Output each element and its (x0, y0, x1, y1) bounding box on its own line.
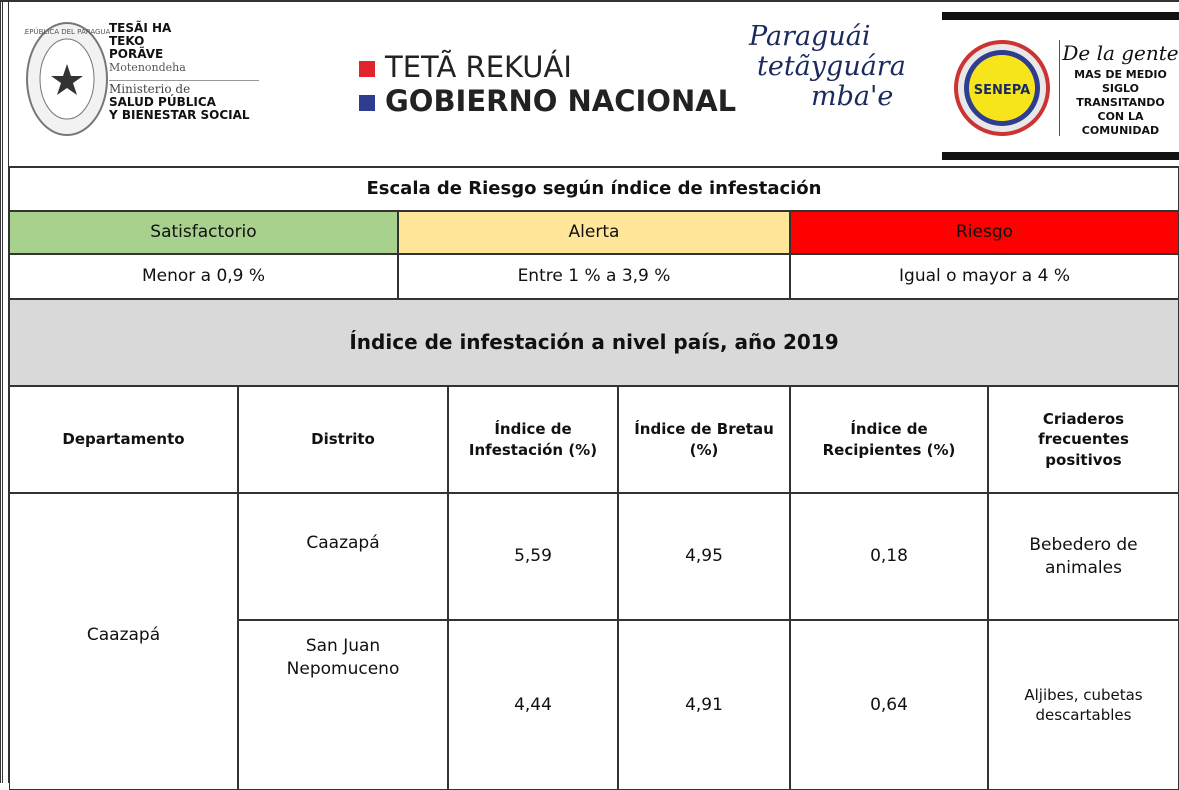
government: TETÃ REKUÁI GOBIERNO NACIONAL (359, 50, 736, 118)
column-header: Distrito (238, 386, 448, 493)
department-cell: Caazapá (9, 493, 238, 790)
senepa-logo: SENEPA (954, 40, 1050, 136)
seal-text: REPÚBLICA DEL PARAGUAY (24, 27, 110, 36)
senepa-text: De la gente MAS DE MEDIO SIGLO TRANSITAN… (1062, 38, 1179, 138)
column-header: Índice de Recipientes (%) (790, 386, 988, 493)
senepa-tag: De la gente (1062, 41, 1179, 65)
data-cell: 4,95 (618, 493, 790, 620)
ministry-line: Y BIENESTAR SOCIAL (109, 108, 250, 122)
data-cell: 5,59 (448, 493, 618, 620)
motto-line: mba'e (811, 81, 894, 112)
guarani: Motenondeha (109, 61, 186, 74)
data-cell: 4,44 (448, 620, 618, 790)
seal: REPÚBLICA DEL PARAGUAY (24, 22, 110, 136)
risk-level: Satisfactorio (9, 211, 398, 254)
slogan: TESÃI HA TEKO PORÃVE (109, 21, 172, 61)
table-title: Índice de infestación a nivel país, año … (9, 299, 1179, 386)
risk-title: Escala de Riesgo según índice de infesta… (9, 168, 1179, 211)
motto: Paraguái tetãyguára mba'e (749, 22, 929, 112)
senepa-block: SENEPA De la gente MAS DE MEDIO SIGLO TR… (942, 12, 1179, 160)
data-cell: Bebedero de animales (988, 493, 1179, 620)
outer-border (0, 0, 9, 783)
column-header: Índice de Infestación (%) (448, 386, 618, 493)
column-header: Índice de Bretau (%) (618, 386, 790, 493)
header: REPÚBLICA DEL PARAGUAY TESÃI HA TEKO POR… (9, 2, 1179, 168)
data-cell: 4,91 (618, 620, 790, 790)
data-cell: 0,64 (790, 620, 988, 790)
data-cell: Aljibes, cubetas descartables (988, 620, 1179, 790)
senepa-name: SENEPA (974, 83, 1030, 98)
column-header: Departamento (9, 386, 238, 493)
senepa-line: SIGLO TRANSITANDO (1076, 82, 1165, 109)
senepa-line: CON LA COMUNIDAD (1081, 110, 1160, 137)
top-border (0, 0, 1179, 2)
ministry-line: Ministerio de (109, 82, 191, 96)
gov-line: GOBIERNO NACIONAL (385, 84, 737, 118)
motto-line: Paraguái (749, 21, 871, 52)
data-cell: San Juan Nepomuceno (238, 620, 448, 790)
ministry-text: TESÃI HA TEKO PORÃVE Motenondeha Ministe… (109, 22, 259, 122)
risk-level: Riesgo (790, 211, 1179, 254)
risk-range: Menor a 0,9 % (9, 254, 398, 299)
ministry-line: SALUD PÚBLICA (109, 95, 216, 109)
data-cell: Caazapá (238, 493, 448, 620)
senepa-line: MAS DE MEDIO (1074, 68, 1167, 81)
gov-line: TETÃ REKUÁI (385, 50, 572, 84)
column-header: Criaderos frecuentes positivos (988, 386, 1179, 493)
risk-level: Alerta (398, 211, 790, 254)
risk-range: Igual o mayor a 4 % (790, 254, 1179, 299)
data-cell: 0,18 (790, 493, 988, 620)
motto-line: tetãyguára (757, 51, 906, 82)
risk-range: Entre 1 % a 3,9 % (398, 254, 790, 299)
